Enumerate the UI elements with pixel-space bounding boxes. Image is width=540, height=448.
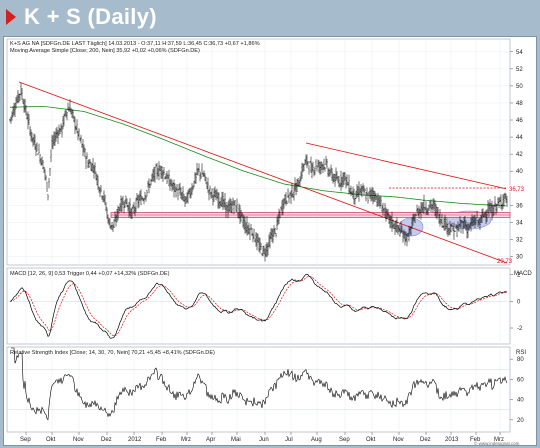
macd-legend: MACD [12, 26, 9] 0,53 Trigger 0,44 +0,07…: [10, 271, 170, 277]
chart-area: 54525048464442403836343230 K+S AG NA [SD…: [3, 36, 537, 446]
price-tick-label: 40: [516, 169, 523, 175]
rsi-tick-label: 40: [517, 398, 524, 404]
last-price-label: 36,73: [509, 187, 525, 193]
x-axis-label: Feb: [156, 437, 167, 443]
price-tick-label: 48: [516, 101, 523, 107]
moving-average-line: [10, 106, 507, 207]
trendline-upper: [305, 142, 508, 190]
stock-chart: 54525048464442403836343230 K+S AG NA [SD…: [6, 38, 532, 446]
x-axis-label: Aug: [311, 437, 322, 443]
x-axis-label: Jun: [259, 437, 269, 443]
macd-line: [9, 273, 508, 339]
price-tick-label: 50: [516, 84, 523, 90]
price-tick-label: 36: [516, 203, 523, 209]
price-tick-label: 42: [516, 152, 523, 158]
rsi-tick-label: 60: [517, 377, 524, 383]
last-price-tag: [506, 185, 528, 192]
rsi-panel: 80 60 40 20 Relative Strength Index [Close;…: [6, 346, 526, 433]
x-axis-label: Mai: [231, 437, 241, 443]
price-legend-1: K+S AG NA [SDFGn.DE LAST Täglich] 14.03.…: [10, 41, 260, 47]
x-axis-label: Nov: [73, 437, 84, 443]
page-header: K + S (Daily): [0, 0, 540, 36]
x-axis-label: Mrz: [181, 437, 191, 443]
macd-panel: 2 0 -2 MACD [12, 26, 9] 0,53 Trigger 0,44 …: [6, 267, 532, 345]
price-tick-label: 32: [516, 237, 523, 243]
price-tick-label: 34: [516, 220, 523, 226]
x-axis-label: Dez: [420, 437, 431, 443]
x-axis: Sep Okt Nov Dez 2012 Feb Mrz Apr Mai Jun Jul Aug Sep…: [20, 432, 504, 443]
price-panel: 54525048464442403836343230 K+S AG NA [SD…: [6, 38, 528, 266]
x-axis-label: Apr: [206, 437, 215, 443]
rsi-legend: Relative Strength Index [Close; 14, 30, …: [10, 350, 215, 356]
price-tick-label: 52: [516, 67, 523, 73]
rsi-axis-title: RSI: [516, 350, 526, 356]
price-tick-label: 54: [516, 50, 523, 56]
price-bars: [9, 83, 508, 262]
macd-tick-label: 0: [517, 299, 521, 305]
x-axis-label: Sep: [20, 437, 31, 443]
x-axis-label: Nov: [393, 437, 404, 443]
page-title: K + S (Daily): [24, 4, 157, 29]
x-axis-label: Mrz: [494, 437, 504, 443]
rsi-tick-label: 20: [517, 418, 524, 424]
price-tick-label: 46: [516, 118, 523, 124]
x-axis-label: Sep: [339, 437, 350, 443]
rsi-tick-label: 80: [517, 357, 524, 363]
price-legend-2: Moving Average Simple [Close; 200, Nein]…: [10, 48, 200, 54]
trendline-long: [18, 81, 508, 264]
macd-tick-label: 2: [517, 273, 521, 279]
x-axis-label: Okt: [366, 437, 376, 443]
price-tick-label: 30: [516, 254, 523, 260]
macd-tick-label: -2: [517, 326, 523, 332]
x-axis-label: Jul: [285, 437, 293, 443]
red-arrow-icon: [6, 9, 16, 25]
x-axis-label: Feb: [470, 437, 481, 443]
x-axis-label: 2012: [128, 437, 142, 443]
macd-signal-line: [10, 276, 507, 337]
rsi-line: [11, 347, 508, 421]
macd-y-axis: 2 0 -2: [510, 273, 523, 332]
price-tick-label: 44: [516, 135, 523, 141]
macd-axis-title: MACD: [514, 271, 532, 277]
rsi-y-axis: 80 60 40 20: [510, 357, 524, 424]
x-axis-label: 2013: [445, 437, 459, 443]
watermark: © www.indesignal.com: [474, 440, 520, 446]
x-axis-label: Dez: [101, 437, 112, 443]
price-y-axis: 54525048464442403836343230: [510, 50, 523, 260]
x-axis-label: Okt: [46, 437, 56, 443]
trend-end-label: 29,73: [497, 259, 513, 265]
